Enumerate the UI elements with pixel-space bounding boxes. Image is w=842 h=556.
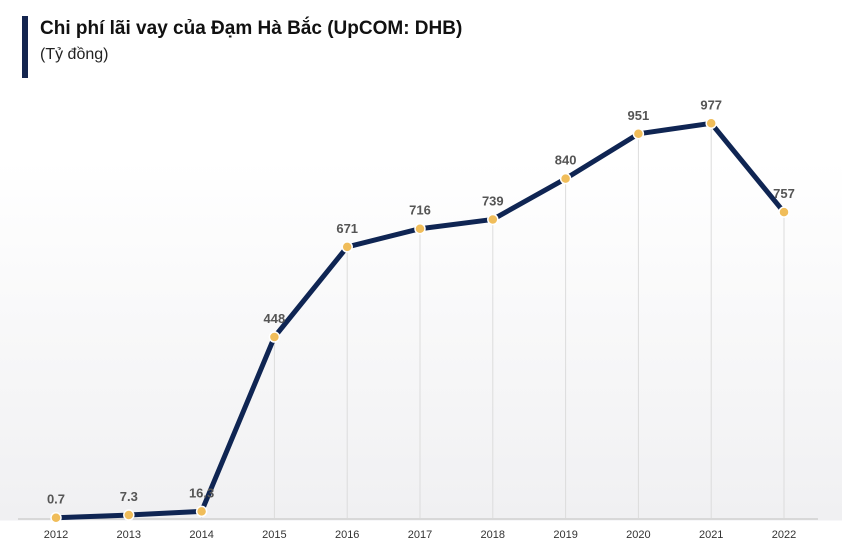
data-point-2016 — [341, 241, 353, 253]
title-accent-bar — [22, 16, 28, 78]
x-tick-label-2017: 2017 — [408, 529, 432, 541]
data-point-2018 — [487, 213, 499, 226]
data-label-2013: 7.3 — [120, 489, 138, 504]
data-label-2012: 0.7 — [47, 492, 65, 507]
data-point-2013 — [123, 509, 135, 521]
data-label-2018: 739 — [482, 193, 504, 208]
data-point-2019 — [559, 172, 572, 185]
data-point-2014 — [195, 505, 208, 518]
x-tick-label-2013: 2013 — [117, 529, 141, 541]
x-tick-label-2022: 2022 — [772, 529, 796, 541]
chart-title: Chi phí lãi vay của Đạm Hà Bắc (UpCOM: D… — [40, 18, 463, 39]
data-point-2020 — [632, 128, 645, 140]
x-tick-label-2015: 2015 — [262, 529, 286, 541]
chart-subtitle: (Tỷ đồng) — [40, 46, 109, 63]
data-label-2017: 716 — [409, 203, 431, 218]
data-point-2022 — [778, 206, 790, 218]
data-point-2015 — [268, 331, 281, 343]
data-label-2021: 977 — [700, 97, 722, 112]
data-label-2016: 671 — [336, 221, 358, 236]
data-label-2015: 448 — [264, 311, 286, 326]
x-tick-label-2016: 2016 — [335, 529, 359, 541]
data-point-2017 — [414, 222, 426, 235]
x-tick-label-2020: 2020 — [626, 529, 650, 541]
data-label-2019: 840 — [555, 153, 577, 168]
x-tick-label-2019: 2019 — [553, 529, 577, 541]
x-tick-label-2021: 2021 — [699, 529, 723, 541]
data-label-2014: 16.3 — [189, 485, 214, 500]
x-tick-label-2018: 2018 — [481, 529, 505, 541]
data-point-2012 — [50, 511, 62, 524]
x-tick-label-2012: 2012 — [44, 529, 68, 541]
data-point-2021 — [705, 117, 717, 130]
data-label-2020: 951 — [628, 108, 650, 123]
x-tick-label-2014: 2014 — [189, 529, 213, 541]
data-label-2022: 757 — [773, 186, 795, 201]
